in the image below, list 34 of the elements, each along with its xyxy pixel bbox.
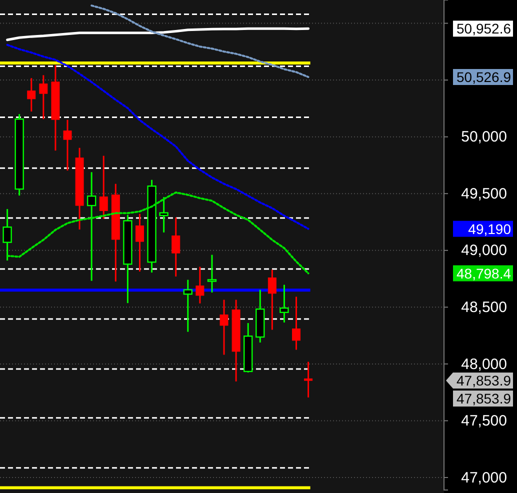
candlestick [86, 171, 96, 282]
text: 48,798.4 [456, 265, 512, 282]
y-tick-label: 50,000 [461, 128, 507, 146]
line-series [6, 191, 310, 274]
candlestick [99, 155, 108, 220]
y-tick-label: 48,000 [461, 356, 507, 373]
candlestick [63, 119, 72, 172]
text: 49,190 [468, 220, 512, 237]
text: 47,853.9 [456, 390, 512, 407]
candlestick [268, 268, 276, 331]
text: 47,853.9 [456, 372, 512, 389]
candlestick [135, 213, 144, 272]
text: 50,526.9 [456, 69, 512, 86]
candlestick [27, 77, 36, 112]
y-tick-label: 49,000 [461, 242, 507, 260]
candlestick [304, 361, 313, 398]
y-tick-label: 47,000 [461, 469, 507, 486]
candlestick [172, 216, 180, 278]
candlestick [159, 196, 168, 234]
candlestick [2, 208, 12, 262]
line-series [90, 4, 310, 78]
candlestick [207, 254, 217, 294]
text: 50,952.6 [456, 20, 512, 37]
line-series [6, 27, 310, 42]
candlestick [280, 284, 289, 324]
y-tick-label: 47,500 [461, 412, 507, 430]
candlestick [196, 266, 204, 304]
candlestick [39, 74, 48, 120]
candlestick [220, 299, 228, 356]
candlestick [292, 296, 301, 351]
candlestick [183, 279, 192, 333]
y-tick-label: 49,500 [461, 185, 507, 202]
y-tick-label: 48,500 [461, 298, 507, 316]
line-series [6, 44, 310, 230]
